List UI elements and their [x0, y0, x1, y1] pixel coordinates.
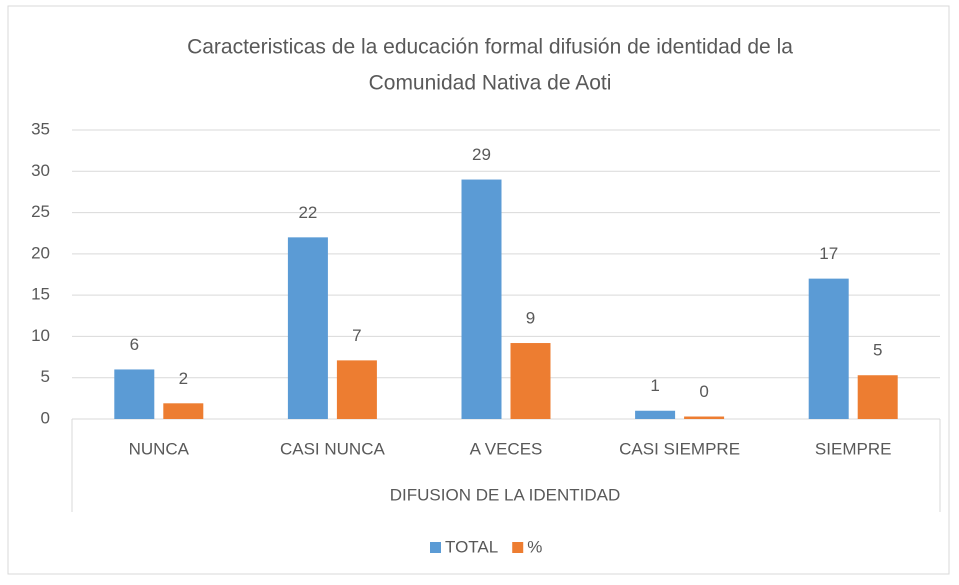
y-tick-label: 30: [31, 161, 50, 180]
x-tick-label: CASI SIEMPRE: [619, 439, 740, 458]
data-label: 7: [352, 326, 361, 345]
data-label: 0: [699, 382, 708, 401]
bar: [684, 416, 725, 419]
bar: [163, 403, 204, 419]
chart-title: Comunidad Nativa de Aoti: [369, 72, 612, 95]
x-axis-title: DIFUSION DE LA IDENTIDAD: [390, 485, 620, 504]
y-tick-label: 5: [41, 367, 50, 386]
bar: [114, 369, 155, 419]
legend-swatch: [430, 542, 441, 553]
chart-title: Caracteristicas de la educación formal d…: [187, 36, 793, 59]
data-label: 6: [130, 335, 139, 354]
data-label: 22: [298, 203, 317, 222]
data-label: 17: [819, 244, 838, 263]
y-tick-label: 25: [31, 202, 50, 221]
x-tick-label: CASI NUNCA: [280, 439, 386, 458]
data-label: 1: [650, 376, 659, 395]
y-tick-label: 35: [31, 119, 50, 138]
data-label: 5: [873, 341, 882, 360]
data-label: 9: [526, 309, 535, 328]
y-tick-label: 10: [31, 326, 50, 345]
bar: [635, 410, 676, 419]
legend-swatch: [512, 542, 524, 553]
legend-label: TOTAL: [445, 537, 498, 556]
y-tick-label: 20: [31, 243, 50, 262]
data-label: 2: [179, 369, 188, 388]
legend-label: %: [527, 537, 542, 556]
x-tick-label: SIEMPRE: [815, 439, 892, 458]
bar: [510, 343, 551, 419]
y-tick-label: 15: [31, 285, 50, 304]
bar: [808, 278, 849, 419]
bar: [287, 237, 328, 419]
data-label: 29: [472, 145, 491, 164]
bar: [336, 360, 377, 419]
bar: [857, 375, 898, 419]
x-tick-label: NUNCA: [129, 439, 190, 458]
bar: [461, 179, 502, 419]
x-tick-label: A VECES: [470, 439, 543, 458]
y-tick-label: 0: [41, 408, 50, 427]
